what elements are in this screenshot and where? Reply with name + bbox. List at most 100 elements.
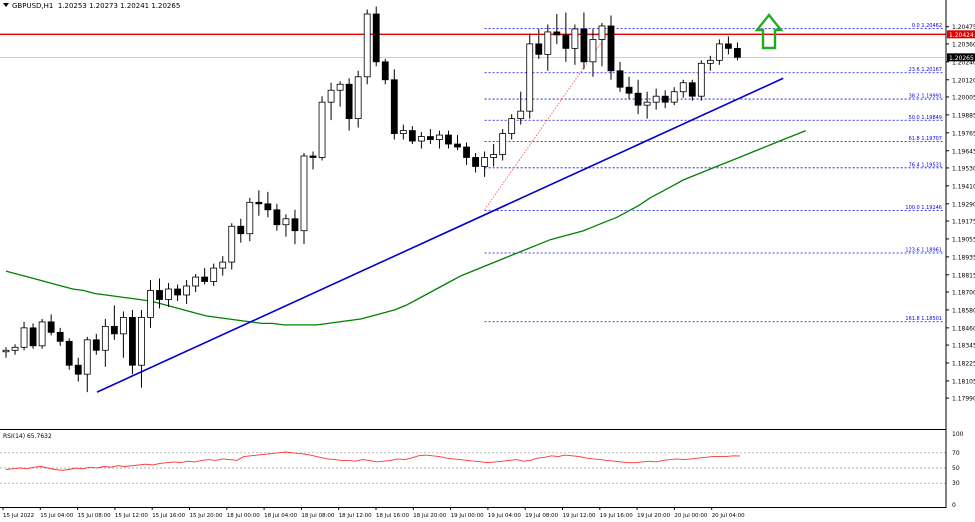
bearish-candle <box>661 95 669 103</box>
bullish-candle <box>490 154 498 158</box>
price-tick-label: 1.19175 <box>952 219 975 226</box>
price-tick-label: 1.18700 <box>952 289 975 296</box>
time-tick-label: 19 Jul 20:00 <box>637 513 670 519</box>
support-trendline <box>96 77 784 393</box>
bullish-candle <box>363 13 371 78</box>
bullish-candle <box>517 110 525 120</box>
bullish-candle <box>138 317 145 366</box>
bullish-candle <box>210 267 218 282</box>
time-tick-label: 15 Jul 04:00 <box>40 513 73 519</box>
price-tick-label: 1.20120 <box>952 77 975 84</box>
bearish-candle <box>273 209 281 226</box>
bearish-candle <box>616 70 624 88</box>
fib-level-label: 161.8 1.18501 <box>905 316 942 322</box>
time-tick-label: 19 Jul 12:00 <box>563 513 596 519</box>
bullish-candle <box>670 91 678 103</box>
bearish-candle <box>56 331 64 342</box>
time-tick-label: 15 Jul 20:00 <box>190 513 223 519</box>
rsi-tick-label: 100 <box>952 431 964 438</box>
bullish-candle <box>282 218 290 226</box>
time-tick-label: 19 Jul 08:00 <box>525 513 558 519</box>
bullish-candle <box>697 62 705 97</box>
bearish-candle <box>129 317 136 366</box>
fib-level-label: 123.6 1.18961 <box>905 247 942 253</box>
bullish-candle <box>327 89 335 103</box>
bearish-candle <box>110 325 118 335</box>
bullish-candle <box>589 39 597 63</box>
time-tick-label: 18 Jul 04:00 <box>264 513 297 519</box>
fib-level-label: 61.8 1.19707 <box>909 136 942 142</box>
bearish-candle <box>734 47 741 58</box>
bearish-candle <box>427 136 434 140</box>
bullish-candle <box>192 276 200 287</box>
price-tick-label: 1.19055 <box>952 236 975 243</box>
bullish-candle <box>2 349 10 353</box>
resistance-price-label: 1.20424 <box>949 32 974 39</box>
bullish-candle <box>83 339 91 375</box>
fib-level-label: 100.0 1.19246 <box>905 205 942 211</box>
time-tick-label: 19 Jul 04:00 <box>488 513 521 519</box>
bullish-candle <box>300 155 308 232</box>
price-tick-label: 1.18345 <box>952 343 975 350</box>
bullish-candle <box>598 25 606 40</box>
bearish-candle <box>264 203 272 211</box>
price-tick-label: 1.20005 <box>952 94 975 101</box>
rsi-tick-label: 0 <box>952 502 956 509</box>
current-price-box <box>947 53 975 62</box>
bullish-candle <box>219 261 227 269</box>
bullish-candle <box>652 95 660 103</box>
time-tick-label: 20 Jul 04:00 <box>712 513 745 519</box>
bearish-candle <box>74 364 82 375</box>
rsi-tick-label: 70 <box>952 450 960 457</box>
price-tick-label: 1.19645 <box>952 148 975 155</box>
bearish-candle <box>463 146 470 158</box>
bullish-candle <box>119 317 127 335</box>
bearish-candle <box>688 82 696 97</box>
bearish-candle <box>29 327 37 347</box>
ohlc-readout: 1.20253 1.20273 1.20241 1.20265 <box>57 2 181 10</box>
bearish-candle <box>472 157 479 167</box>
bullish-candle <box>679 82 687 93</box>
symbol-label: GBPUSD,H1 <box>12 2 54 10</box>
rsi-panel[interactable] <box>0 451 946 484</box>
price-tick-label: 1.18225 <box>952 360 975 367</box>
price-tick-label: 1.20360 <box>952 41 975 48</box>
bullish-candle <box>436 134 443 140</box>
bearish-candle <box>309 155 317 158</box>
bearish-candle <box>607 25 615 72</box>
bearish-candle <box>291 218 299 232</box>
bullish-candle <box>183 285 191 296</box>
bullish-candle <box>571 28 579 49</box>
price-tick-label: 1.19290 <box>952 201 975 208</box>
bearish-candle <box>553 31 561 36</box>
time-tick-label: 19 Jul 16:00 <box>600 513 633 519</box>
bullish-candle <box>526 43 534 112</box>
bullish-candle <box>165 288 172 300</box>
bullish-candle <box>399 130 407 134</box>
price-panel[interactable]: 0.0 1.20462 23.6 1.20167 38.2 1.19991 50.0 … <box>0 6 946 393</box>
bullish-candle <box>544 31 552 55</box>
bearish-candle <box>562 34 570 49</box>
price-tick-label: 1.18580 <box>952 307 975 314</box>
bearish-candle <box>634 92 642 106</box>
bearish-candle <box>65 340 73 366</box>
bearish-candle <box>237 225 245 235</box>
price-tick-label: 1.19530 <box>952 165 975 172</box>
bullish-candle <box>20 327 28 348</box>
bullish-candle <box>101 325 109 351</box>
resistance-price-box <box>947 30 975 39</box>
time-tick-label: 15 Jul 12:00 <box>115 513 148 519</box>
bullish-candle <box>11 346 19 351</box>
time-tick-label: 18 Jul 16:00 <box>376 513 409 519</box>
bearish-candle <box>345 83 353 120</box>
bearish-candle <box>625 86 633 94</box>
triangle-down-icon[interactable] <box>3 3 9 7</box>
bullish-candle <box>499 133 507 155</box>
bullish-candle <box>354 76 362 120</box>
bullish-candle <box>508 118 516 134</box>
price-tick-label: 1.18815 <box>952 272 975 279</box>
time-tick-label: 15 Jul 2022 <box>3 513 34 519</box>
bearish-candle <box>372 13 380 63</box>
bullish-candle <box>481 157 488 167</box>
bullish-candle <box>643 101 651 106</box>
